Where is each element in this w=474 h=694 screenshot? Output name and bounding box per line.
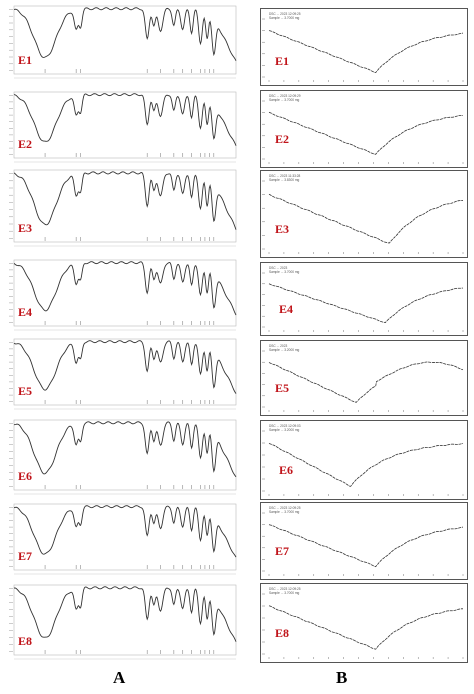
ftir-plot [9, 338, 237, 410]
dsc-curve-line [268, 524, 464, 568]
dsc-header-text: DSC ... 2023 12:09:25 [269, 506, 301, 510]
panel-label: E2 [275, 131, 290, 146]
panel-label: E8 [275, 625, 290, 640]
dsc-header-text: Sample ... 3.8300 mg [269, 178, 300, 182]
dsc-curve-line [268, 30, 464, 74]
dsc-header-text: Sample ... 3.2000 mg [269, 348, 300, 352]
panel-label: E2 [18, 137, 33, 151]
ftir-panel: E3 [8, 168, 240, 250]
panel-label: E3 [275, 221, 290, 236]
panel-label: E5 [18, 384, 33, 398]
dsc-panel: DSC ... 2023 Sample ... 3.2000 mg E5 [260, 340, 468, 416]
ftir-plot [9, 259, 237, 331]
ftir-spectrum-line [13, 171, 237, 230]
dsc-header-text: Sample ... 3.7000 mg [269, 16, 300, 20]
ftir-frame [13, 259, 237, 327]
ftir-panel: E4 [8, 258, 240, 334]
dsc-panel: DSC ... 2023 12:09:25 Sample ... 3.7000 m… [260, 8, 468, 86]
ftir-plot [9, 503, 237, 575]
ftir-frame [13, 169, 237, 243]
dsc-plot [262, 100, 464, 164]
panel-label: E1 [18, 53, 33, 67]
panel-label: E7 [275, 543, 290, 558]
ftir-frame [13, 5, 237, 75]
ftir-plot [9, 5, 237, 79]
dsc-header-text: Sample ... 3.7000 mg [269, 270, 300, 274]
dsc-header-text: Sample ... 3.7000 mg [269, 591, 300, 595]
dsc-plot [262, 180, 464, 254]
dsc-panel: DSC ... 2023 11:33:28 Sample ... 3.8300 m… [260, 170, 468, 258]
panel-label: E3 [18, 221, 33, 235]
panel-label: E4 [18, 305, 33, 319]
dsc-header-text: DSC ... 2023 [269, 266, 288, 270]
column-label-a: A [113, 668, 126, 687]
dsc-plot [262, 512, 464, 576]
dsc-curve-line [268, 605, 464, 650]
panel-label: E8 [18, 634, 33, 648]
column-label-b: B [336, 668, 348, 687]
dsc-header-text: DSC ... 2023 12:09:25 [269, 587, 301, 591]
ftir-plot [9, 91, 237, 163]
dsc-curve-line [268, 361, 464, 403]
dsc-header-text: DSC ... 2023 12:09:03 [269, 424, 301, 428]
ftir-panel: E7 [8, 502, 240, 578]
dsc-plot [262, 272, 464, 332]
panel-label: E1 [275, 53, 290, 68]
dsc-header-text: DSC ... 2023 [269, 344, 288, 348]
dsc-header-text: Sample ... 3.7000 mg [269, 510, 300, 514]
ftir-frame [13, 91, 237, 159]
dsc-plot [262, 430, 464, 496]
panel-label: E7 [18, 549, 33, 563]
ftir-plot [9, 419, 237, 495]
dsc-header-text: DSC ... 2023 12:09:29 [269, 94, 301, 98]
ftir-plot [9, 584, 237, 660]
ftir-panel: E6 [8, 418, 240, 498]
dsc-panel: DSC ... 2023 12:09:29 Sample ... 3.7000 m… [260, 90, 468, 168]
dsc-panel: DSC ... 2023 Sample ... 3.7000 mg E4 [260, 262, 468, 336]
ftir-spectrum-line [13, 586, 237, 642]
dsc-plot [262, 593, 464, 659]
dsc-header-text: DSC ... 2023 12:09:25 [269, 12, 301, 16]
panel-label: E6 [279, 462, 294, 477]
dsc-header-text: Sample ... 3.2000 mg [269, 428, 300, 432]
dsc-plot [262, 18, 464, 82]
ftir-spectrum-line [13, 93, 237, 146]
ftir-spectrum-line [13, 7, 237, 61]
ftir-panel: E1 [8, 4, 240, 82]
dsc-curve-line [268, 283, 464, 323]
ftir-frame [13, 419, 237, 491]
ftir-panel: E2 [8, 90, 240, 166]
dsc-panel: DSC ... 2023 12:09:25 Sample ... 3.7000 m… [260, 502, 468, 580]
dsc-header-text: DSC ... 2023 11:33:28 [269, 174, 301, 178]
ftir-frame [13, 584, 237, 656]
panel-label: E5 [275, 380, 290, 395]
ftir-frame [13, 338, 237, 406]
ftir-spectrum-line [13, 261, 237, 316]
dsc-header-text: Sample ... 3.7000 mg [269, 98, 300, 102]
dsc-panel: DSC ... 2023 12:09:03 Sample ... 3.2000 m… [260, 420, 468, 500]
dsc-panel: DSC ... 2023 12:09:25 Sample ... 3.7000 m… [260, 583, 468, 663]
ftir-spectrum-line [13, 421, 237, 478]
dsc-curve-line [268, 442, 464, 487]
ftir-spectrum-line [13, 505, 237, 558]
panel-label: E6 [18, 469, 33, 483]
ftir-panel: E5 [8, 337, 240, 413]
panel-label: E4 [279, 301, 294, 316]
ftir-plot [9, 169, 237, 247]
ftir-frame [13, 503, 237, 571]
dsc-curve-line [268, 193, 464, 244]
ftir-spectrum-line [13, 340, 237, 394]
dsc-curve-line [268, 111, 464, 155]
ftir-panel: E8 [8, 583, 240, 663]
dsc-plot [262, 350, 464, 412]
